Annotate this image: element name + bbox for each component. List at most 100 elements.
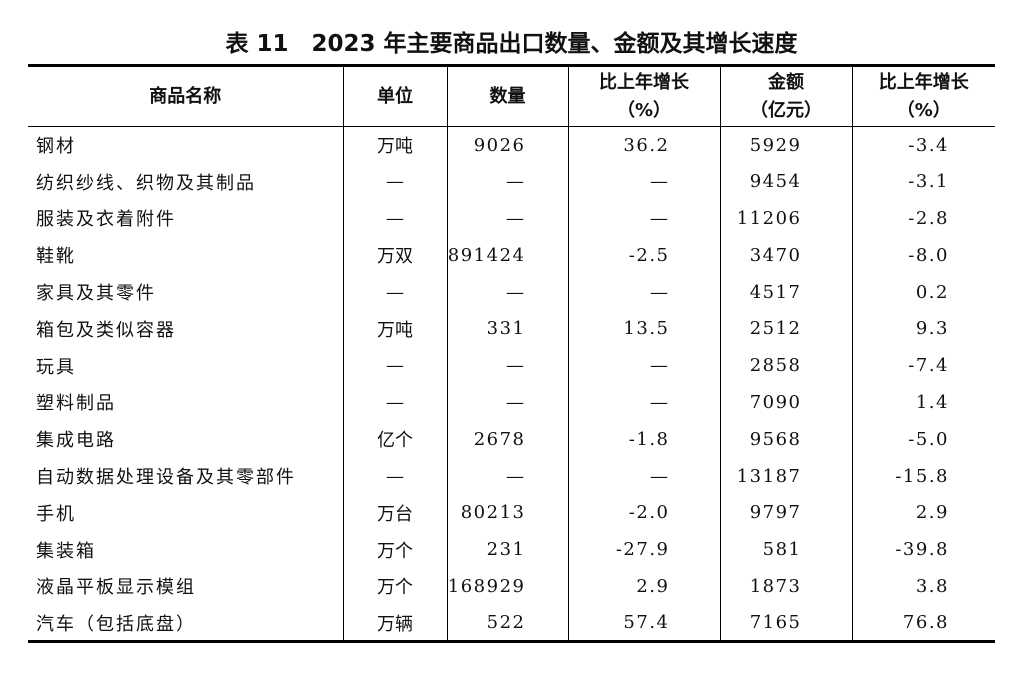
cell: — [342,457,447,495]
column-header: 比上年增长 （%） [851,64,995,127]
header-row: 商品名称 单位 数量 比上年增长 （%） 金额 （亿元） 比上年增长 （%） [28,64,995,127]
column-header: 比上年增长 （%） [567,64,720,127]
cell: — [567,384,720,421]
cell: 331 [446,310,568,348]
table-row: 服装及衣着附件 — — —11206 -2.8 [28,200,995,237]
table-row: 汽车（包括底盘） 万辆 522 57.4 7165 76.8 [28,604,995,644]
cell: 9026 [446,126,568,164]
cell: 亿个 [342,420,447,458]
cell: — [342,384,447,421]
cell: -7.4 [851,347,995,385]
cell: 9797 [719,494,852,532]
cell: 9454 [719,163,852,201]
cell: 581 [719,531,852,569]
cell: 9568 [719,420,852,458]
cell: -2.5 [567,236,720,274]
cell: 万吨 [342,310,447,348]
table-row: 玩具 — — —2858 -7.4 [28,347,995,385]
table-row: 鞋靴 万双 891424 -2.5 3470 -8.0 [28,236,995,274]
table-row: 手机 万台 80213 -2.0 9797 2.9 [28,494,995,532]
cell: — [342,200,447,237]
item-name: 钢材 [36,136,76,158]
header-line: 商品名称 [149,85,222,107]
column-header: 单位 [342,64,447,127]
cell: 2858 [719,347,852,385]
cell: 万个 [342,531,447,569]
item-name: 集成电路 [36,430,116,452]
cell: -5.0 [851,420,995,458]
cell: 13187 [719,457,852,495]
column-header: 金额 （亿元） [719,64,852,127]
cell: -2.8 [851,200,995,237]
header-line: （%） [896,99,951,121]
cell: — [446,273,568,311]
cell: 万吨 [342,126,447,164]
cell: 891424 [446,236,568,274]
item-name: 自动数据处理设备及其零部件 [36,467,296,489]
cell: 9.3 [851,310,995,348]
cell: 522 [446,604,568,644]
cell: — [446,200,568,237]
cell: — [567,347,720,385]
cell: -8.0 [851,236,995,274]
data-table: 商品名称 单位 数量 比上年增长 （%） 金额 （亿元） 比上年增长 （%） 钢材 万吨 9026 3… [28,64,995,644]
cell: 万辆 [342,604,447,644]
header-line: 单位 [377,85,413,107]
cell: 231 [446,531,568,569]
cell: — [567,457,720,495]
item-name: 集装箱 [36,540,96,562]
cell: 2512 [719,310,852,348]
cell: -15.8 [851,457,995,495]
cell: 57.4 [567,604,720,644]
cell: -27.9 [567,531,720,569]
cell: 7165 [719,604,852,644]
table-row: 集装箱 万个 231 -27.9 581 -39.8 [28,531,995,569]
cell: — [567,273,720,311]
table-row: 自动数据处理设备及其零部件 — — —13187 -15.8 [28,457,995,495]
cell: 2678 [446,420,568,458]
table-row: 塑料制品 — — —7090 1.4 [28,384,995,421]
item-name: 箱包及类似容器 [36,319,176,341]
cell: 80213 [446,494,568,532]
header-line: （亿元） [750,99,822,121]
cell: -39.8 [851,531,995,569]
cell: 万双 [342,236,447,274]
table-row: 纺织纱线、织物及其制品 — — —9454 -3.1 [28,163,995,201]
cell: 7090 [719,384,852,421]
cell: -3.1 [851,163,995,201]
item-name: 塑料制品 [36,393,116,415]
cell: 11206 [719,200,852,237]
cell: — [446,347,568,385]
cell: -2.0 [567,494,720,532]
cell: 2.9 [567,568,720,605]
item-name: 玩具 [36,356,76,378]
column-header: 商品名称 [28,64,343,127]
cell: — [446,457,568,495]
cell: 5929 [719,126,852,164]
cell: — [567,163,720,201]
cell: 4517 [719,273,852,311]
header-line: （%） [616,99,672,121]
item-name: 服装及衣着附件 [36,209,176,231]
item-name: 纺织纱线、织物及其制品 [36,172,256,194]
item-name: 手机 [36,503,76,525]
table-body: 钢材 万吨 9026 36.2 5929 -3.4 纺织纱线、织物及其制品 — — —9454 -3… [28,126,995,644]
table-row: 箱包及类似容器 万吨 331 13.5 2512 9.3 [28,310,995,348]
cell: 168929 [446,568,568,605]
column-header: 数量 [446,64,568,127]
cell: 1873 [719,568,852,605]
cell: 76.8 [851,604,995,644]
cell: — [446,384,568,421]
item-name: 液晶平板显示模组 [36,577,196,599]
header-line: 数量 [489,85,526,107]
table-row: 家具及其零件 — — —4517 0.2 [28,273,995,311]
item-name: 汽车（包括底盘） [28,604,343,644]
table-title: 表 11 2023 年主要商品出口数量、金额及其增长速度 [225,31,798,57]
item-name: 鞋靴 [36,246,76,268]
cell: 0.2 [851,273,995,311]
cell: 万个 [342,568,447,605]
cell: — [342,273,447,311]
cell: — [342,347,447,385]
header-line: 比上年增长 [878,71,969,93]
